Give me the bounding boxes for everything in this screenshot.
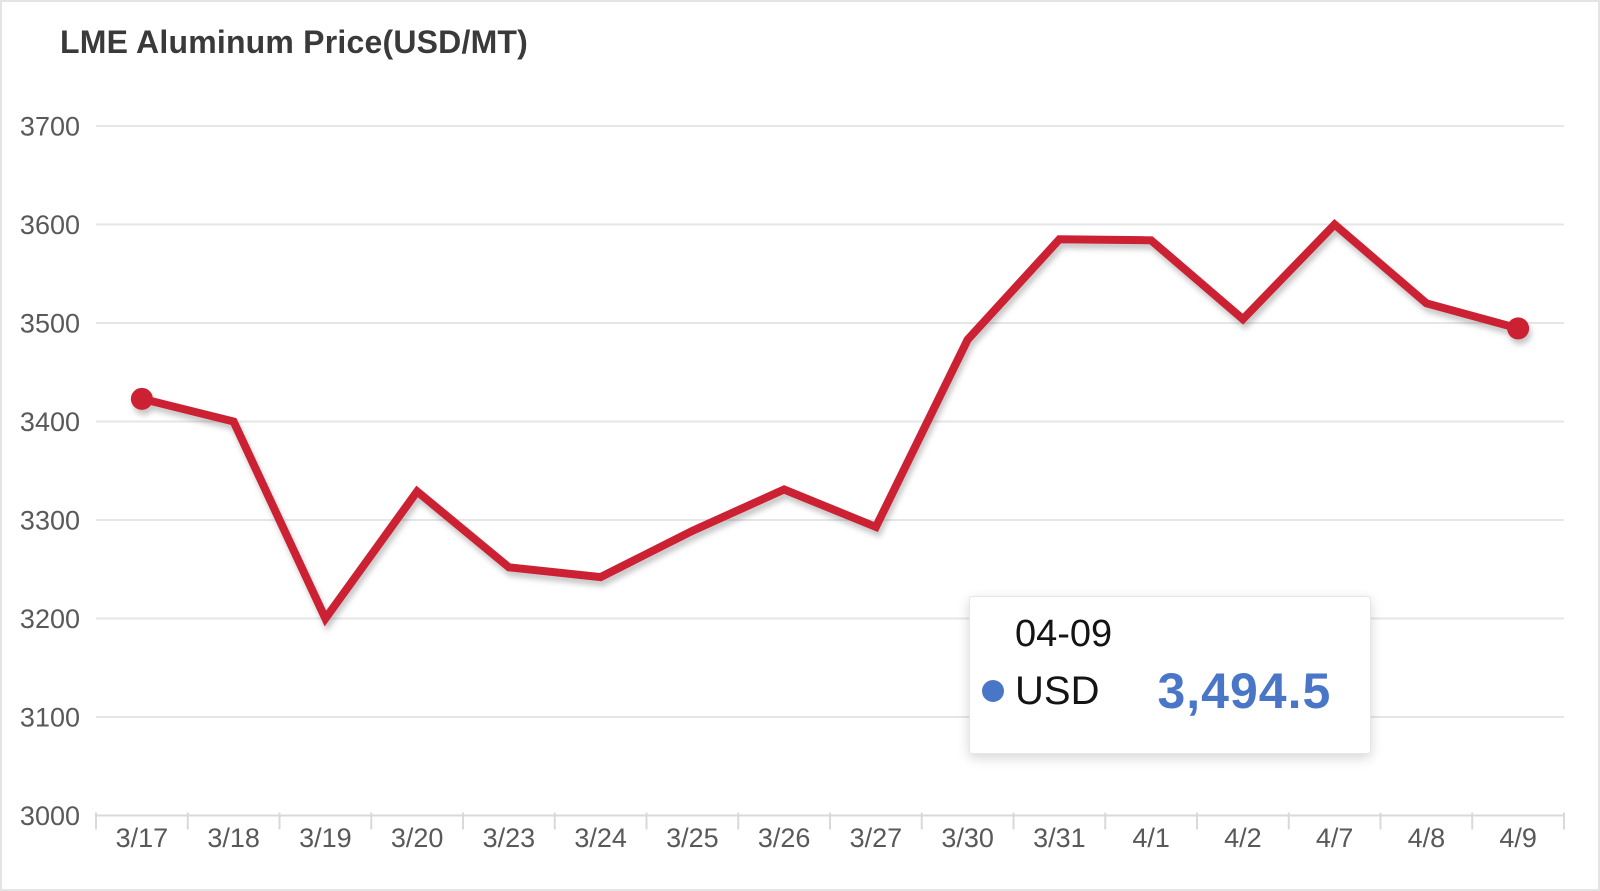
tooltip-series-row: USD 3,494.5 — [970, 657, 1370, 725]
y-axis-label: 3400 — [20, 407, 80, 437]
x-axis-label: 4/2 — [1224, 823, 1262, 853]
data-point-marker[interactable] — [130, 387, 153, 410]
y-axis-label: 3700 — [20, 112, 80, 142]
x-axis-label: 4/8 — [1408, 823, 1446, 853]
y-axis-label: 3000 — [20, 801, 80, 831]
y-axis-label: 3200 — [20, 604, 80, 634]
price-series-group — [130, 219, 1530, 627]
y-axis-label: 3500 — [20, 309, 80, 339]
x-axis-label: 3/26 — [758, 823, 811, 853]
x-axis-label: 4/1 — [1132, 823, 1170, 853]
x-axis-label: 3/20 — [391, 823, 444, 853]
x-axis-label: 3/18 — [207, 823, 260, 853]
y-axis-label: 3300 — [20, 506, 80, 536]
x-axis-label: 4/7 — [1316, 823, 1354, 853]
tooltip-series-label: USD — [1015, 668, 1100, 713]
x-axis-label: 3/30 — [941, 823, 994, 853]
y-axis-label: 3100 — [20, 703, 80, 733]
x-axis-label: 3/24 — [574, 823, 627, 853]
data-point-marker[interactable] — [1507, 317, 1530, 340]
tooltip: 04-09 USD 3,494.5 — [969, 596, 1371, 754]
x-axis-label: 3/19 — [299, 823, 352, 853]
series-bullet-icon — [982, 680, 1004, 702]
x-axis-label: 3/31 — [1033, 823, 1086, 853]
y-axis-label: 3600 — [20, 210, 80, 240]
tooltip-value: 3,494.5 — [1157, 663, 1332, 719]
x-axis-label: 3/17 — [116, 823, 169, 853]
price-line-series[interactable] — [137, 219, 1523, 627]
x-axis-label: 3/27 — [850, 823, 903, 853]
tooltip-date: 04-09 — [1015, 613, 1113, 655]
x-axis-label: 4/9 — [1499, 823, 1537, 853]
x-axis-label: 3/23 — [483, 823, 536, 853]
chart-title: LME Aluminum Price(USD/MT) — [60, 24, 529, 60]
x-axis-label: 3/25 — [666, 823, 719, 853]
